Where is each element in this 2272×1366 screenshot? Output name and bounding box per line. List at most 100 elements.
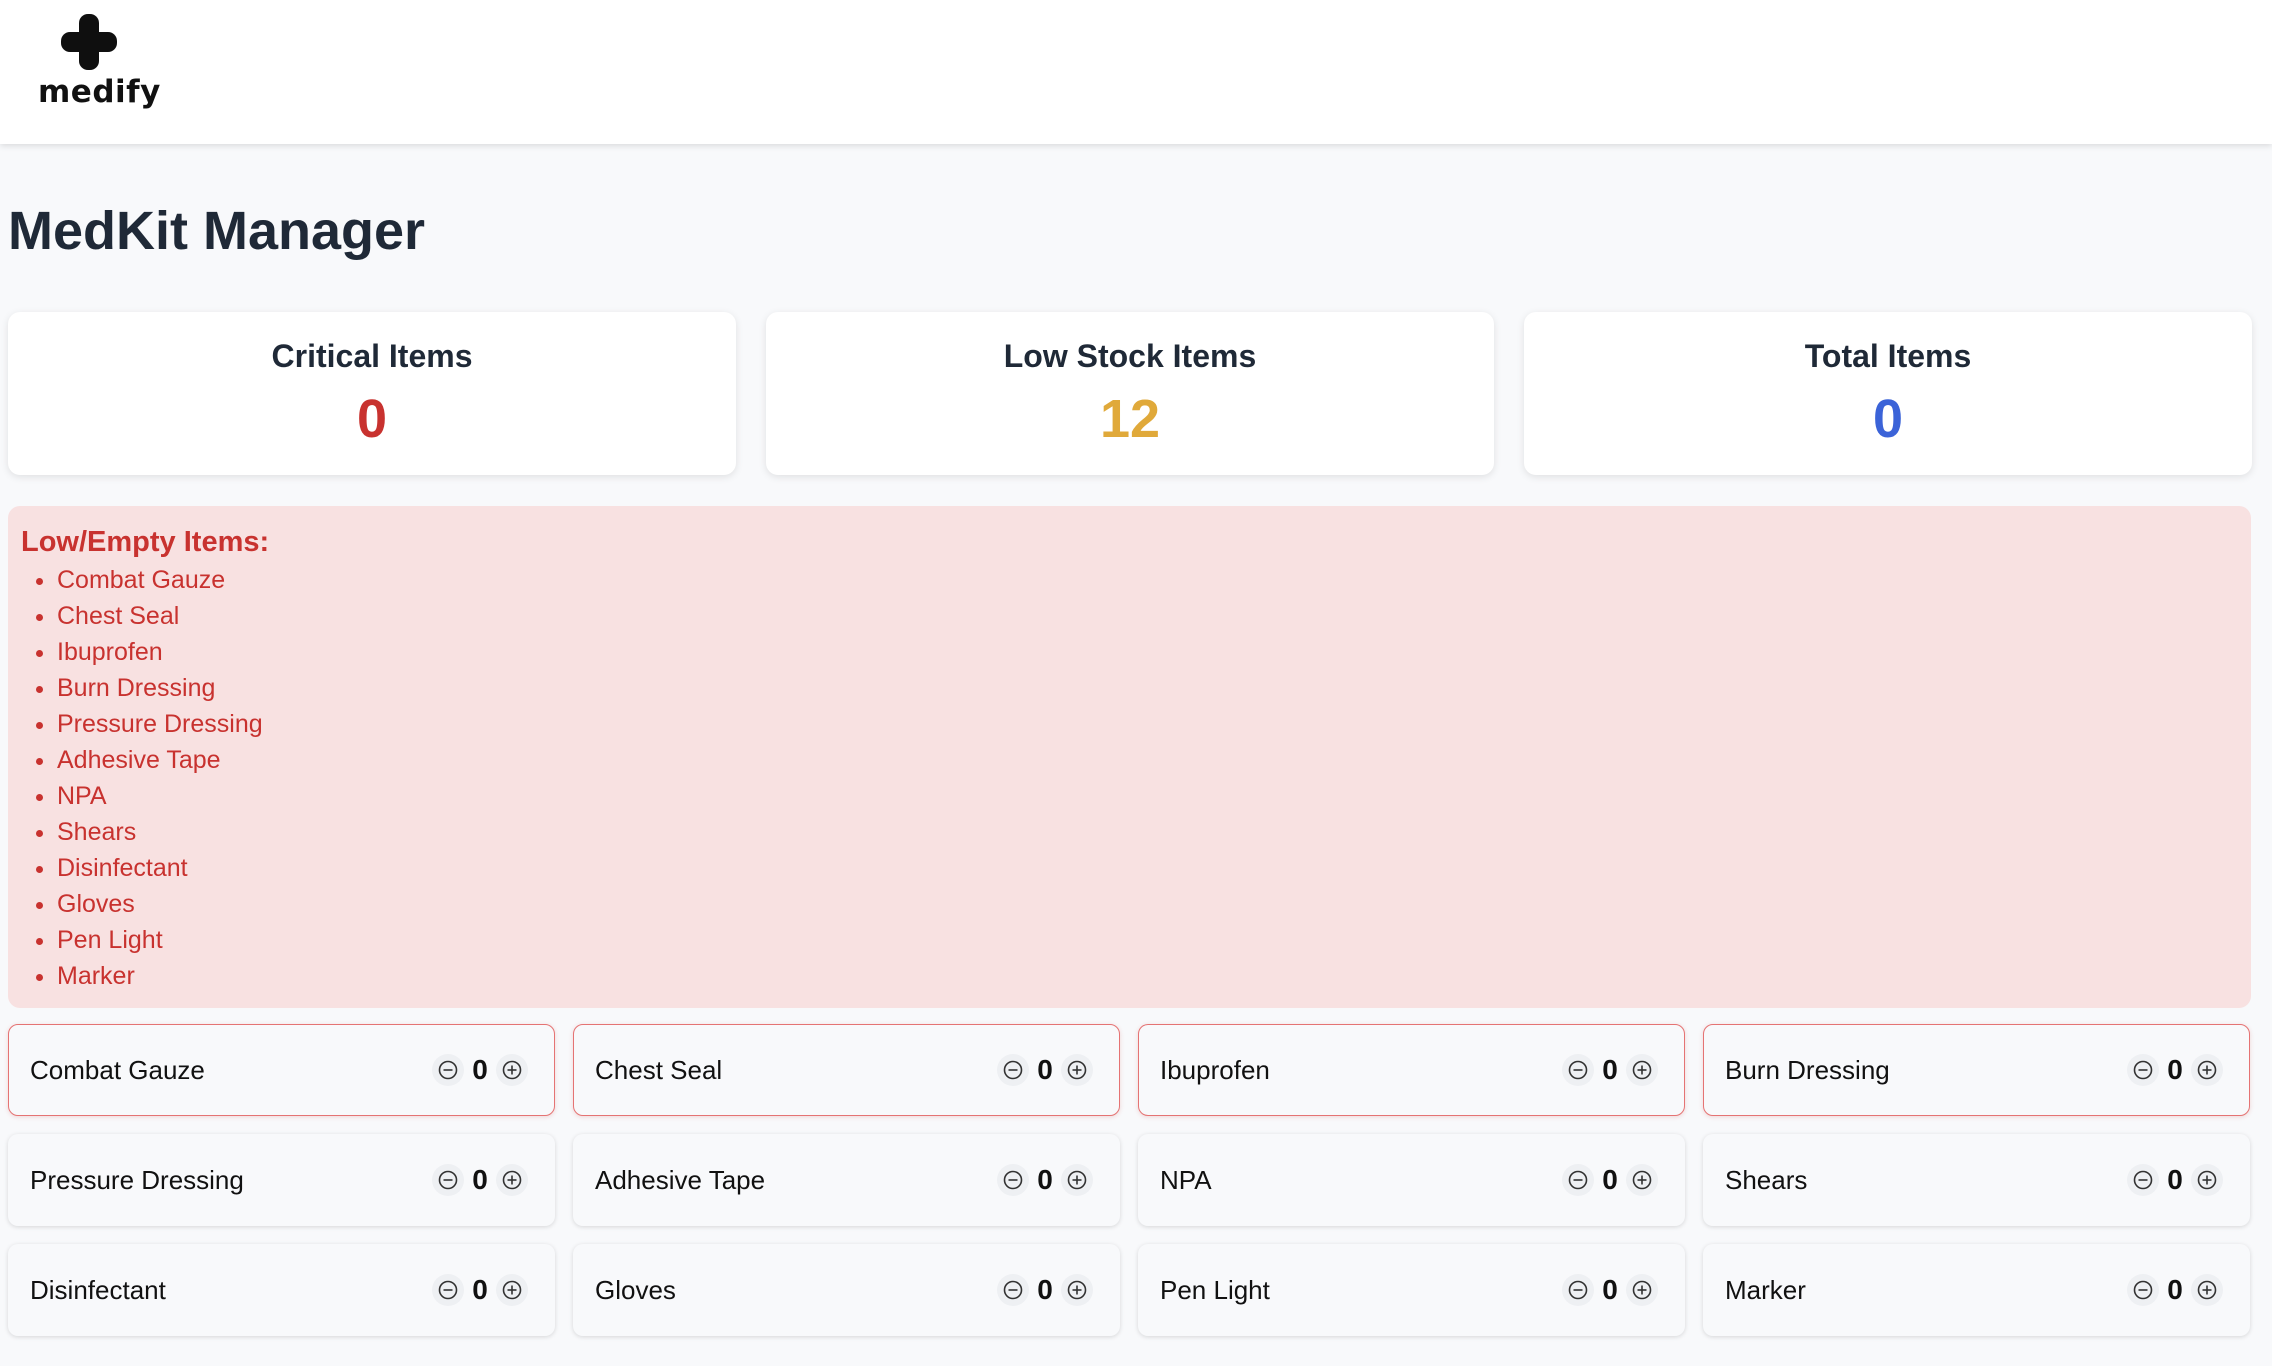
minus-circle-icon [1003,1060,1023,1080]
item-quantity: 0 [2167,1274,2183,1305]
item-quantity: 0 [1037,1054,1053,1085]
medical-cross-icon [61,14,117,70]
stat-label: Total Items [1804,338,1972,374]
quantity-stepper: 0 [432,1162,528,1198]
minus-circle-icon [438,1060,458,1080]
increment-button[interactable] [2191,1054,2223,1086]
inventory-item-card: Burn Dressing 0 [1703,1024,2250,1116]
low-empty-list: Combat Gauze Chest Seal Ibuprofen Burn D… [21,562,263,994]
page-title: MedKit Manager [8,201,426,261]
plus-circle-icon [2197,1280,2217,1300]
stat-value: 0 [356,389,388,449]
medify-logo[interactable]: medify [38,14,161,114]
item-quantity: 0 [472,1274,488,1305]
minus-circle-icon [1003,1170,1023,1190]
increment-button[interactable] [1061,1274,1093,1306]
list-item: Chest Seal [57,598,263,634]
decrement-button[interactable] [997,1164,1029,1196]
plus-circle-icon [1067,1170,1087,1190]
minus-circle-icon [2133,1170,2153,1190]
plus-circle-icon [2197,1170,2217,1190]
list-item: Adhesive Tape [57,742,263,778]
list-item: Ibuprofen [57,634,263,670]
increment-button[interactable] [1626,1274,1658,1306]
item-quantity: 0 [2167,1164,2183,1195]
list-item: Pressure Dressing [57,706,263,742]
inventory-item-card: Ibuprofen 0 [1138,1024,1685,1116]
inventory-item-card: Gloves 0 [573,1244,1120,1336]
minus-circle-icon [1003,1280,1023,1300]
quantity-stepper: 0 [1562,1052,1658,1088]
increment-button[interactable] [496,1164,528,1196]
list-item: Gloves [57,886,263,922]
increment-button[interactable] [1626,1054,1658,1086]
plus-circle-icon [1067,1060,1087,1080]
list-item: Disinfectant [57,850,263,886]
increment-button[interactable] [2191,1274,2223,1306]
minus-circle-icon [2133,1060,2153,1080]
plus-circle-icon [502,1170,522,1190]
item-name: Ibuprofen [1160,1055,1270,1085]
plus-circle-icon [2197,1060,2217,1080]
inventory-item-card: Pen Light 0 [1138,1244,1685,1336]
plus-circle-icon [1067,1280,1087,1300]
total-items-card: Total Items 0 [1524,312,2252,475]
decrement-button[interactable] [1562,1164,1594,1196]
item-quantity: 0 [1602,1054,1618,1085]
logo-text: medify [38,74,161,110]
decrement-button[interactable] [2127,1164,2159,1196]
list-item: NPA [57,778,263,814]
increment-button[interactable] [496,1054,528,1086]
decrement-button[interactable] [432,1164,464,1196]
decrement-button[interactable] [1562,1054,1594,1086]
item-name: Burn Dressing [1725,1055,1890,1085]
inventory-item-card: Adhesive Tape 0 [573,1134,1120,1226]
minus-circle-icon [1568,1170,1588,1190]
decrement-button[interactable] [997,1274,1029,1306]
quantity-stepper: 0 [1562,1272,1658,1308]
low-empty-alert: Low/Empty Items: Combat Gauze Chest Seal… [8,506,2251,1008]
item-quantity: 0 [2167,1054,2183,1085]
decrement-button[interactable] [432,1054,464,1086]
item-name: Gloves [595,1275,676,1305]
list-item: Pen Light [57,922,263,958]
item-name: NPA [1160,1165,1212,1195]
quantity-stepper: 0 [432,1272,528,1308]
inventory-item-card: Combat Gauze 0 [8,1024,555,1116]
item-name: Adhesive Tape [595,1165,766,1195]
increment-button[interactable] [1061,1054,1093,1086]
low-stock-items-card: Low Stock Items 12 [766,312,1494,475]
plus-circle-icon [1632,1170,1652,1190]
increment-button[interactable] [1626,1164,1658,1196]
quantity-stepper: 0 [432,1052,528,1088]
plus-circle-icon [1632,1060,1652,1080]
item-quantity: 0 [472,1054,488,1085]
increment-button[interactable] [1061,1164,1093,1196]
inventory-item-card: Shears 0 [1703,1134,2250,1226]
quantity-stepper: 0 [997,1272,1093,1308]
decrement-button[interactable] [2127,1054,2159,1086]
increment-button[interactable] [496,1274,528,1306]
plus-circle-icon [1632,1280,1652,1300]
quantity-stepper: 0 [2127,1052,2223,1088]
stat-label: Low Stock Items [1003,338,1257,374]
list-item: Burn Dressing [57,670,263,706]
list-item: Marker [57,958,263,994]
decrement-button[interactable] [2127,1274,2159,1306]
item-name: Pressure Dressing [30,1165,244,1195]
inventory-item-card: Chest Seal 0 [573,1024,1120,1116]
item-name: Shears [1725,1165,1808,1195]
item-name: Chest Seal [595,1055,723,1085]
item-quantity: 0 [1037,1164,1053,1195]
decrement-button[interactable] [432,1274,464,1306]
quantity-stepper: 0 [997,1052,1093,1088]
decrement-button[interactable] [997,1054,1029,1086]
quantity-stepper: 0 [1562,1162,1658,1198]
increment-button[interactable] [2191,1164,2223,1196]
item-name: Combat Gauze [30,1055,205,1085]
item-name: Disinfectant [30,1275,166,1305]
minus-circle-icon [1568,1060,1588,1080]
app-header: medify [0,0,2272,144]
item-quantity: 0 [1602,1164,1618,1195]
decrement-button[interactable] [1562,1274,1594,1306]
